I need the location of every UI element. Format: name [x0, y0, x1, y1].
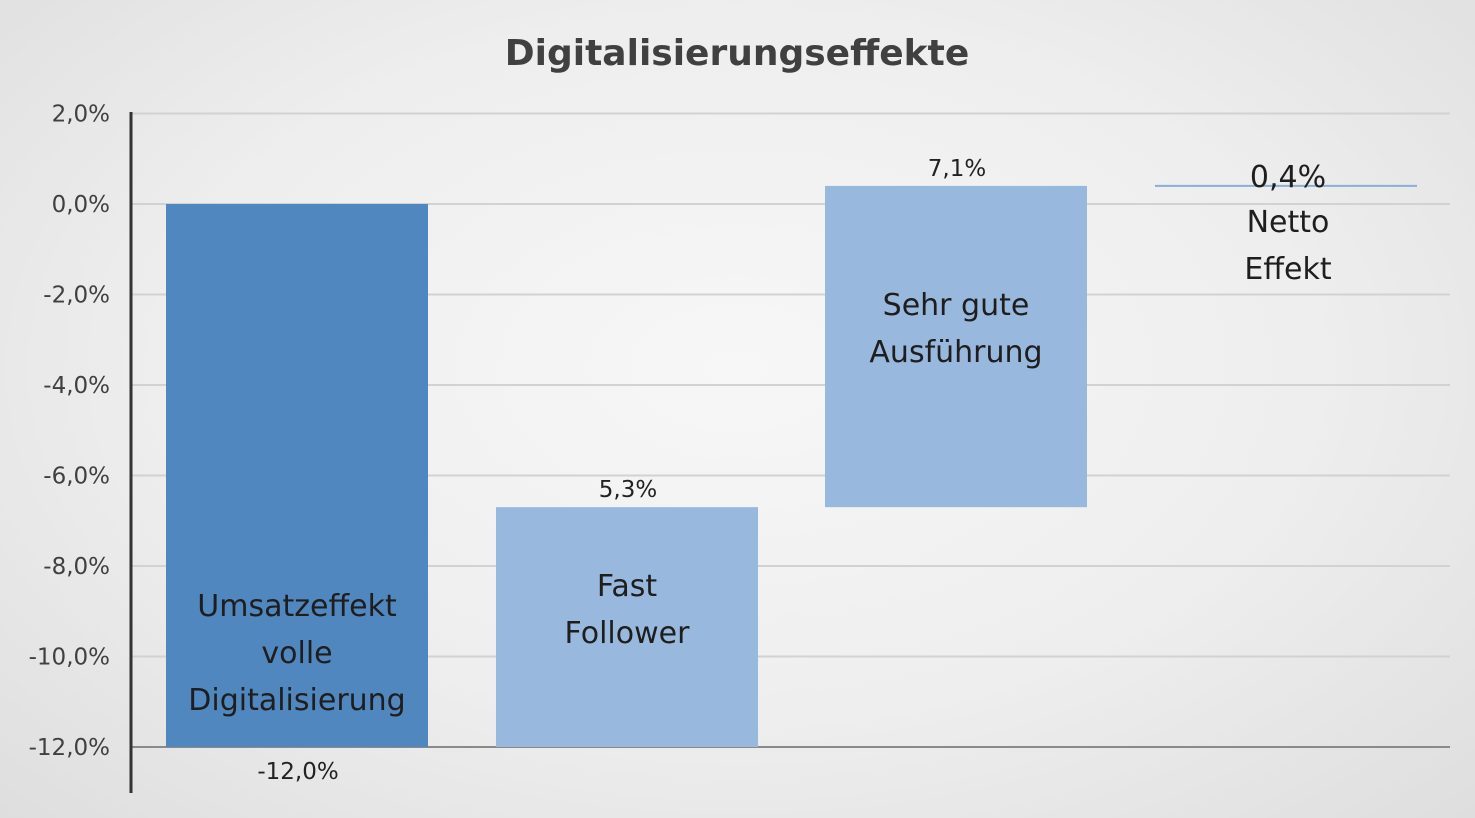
category-label: Ausführung: [869, 335, 1042, 370]
data-label: -12,0%: [257, 759, 338, 785]
data-label: 0,4%: [1250, 160, 1326, 195]
category-label: Effekt: [1244, 252, 1331, 287]
bar: [825, 185, 1087, 508]
category-label: Umsatzeffekt: [197, 589, 397, 624]
y-tick-label: -4,0%: [43, 373, 110, 399]
chart-title: Digitalisierungseffekte: [505, 33, 969, 74]
y-tick-label: -2,0%: [43, 283, 110, 309]
y-tick-label: 2,0%: [52, 102, 110, 128]
category-label: Digitalisierung: [188, 683, 405, 718]
category-label: Sehr gute: [883, 288, 1030, 323]
category-label: Netto: [1247, 205, 1330, 240]
category-label: Follower: [565, 616, 691, 651]
bar: [166, 204, 428, 747]
y-axis-ticks: 2,0% 0,0% -2,0% -4,0% -6,0% -8,0% -10,0% -12,0%: [29, 102, 110, 762]
y-tick-label: -6,0%: [43, 464, 110, 490]
y-tick-label: -8,0%: [43, 554, 110, 580]
data-label: 5,3%: [599, 477, 657, 503]
category-label: volle: [261, 636, 332, 671]
y-tick-label: -12,0%: [29, 735, 110, 761]
bar: [496, 507, 758, 747]
y-tick-label: 0,0%: [52, 192, 110, 218]
data-label: 7,1%: [928, 156, 986, 182]
category-label: Fast: [597, 569, 658, 604]
bars: -12,0% Umsatzeffekt volle Digitalisierung 5,…: [166, 156, 1417, 785]
y-tick-label: -10,0%: [29, 645, 110, 671]
